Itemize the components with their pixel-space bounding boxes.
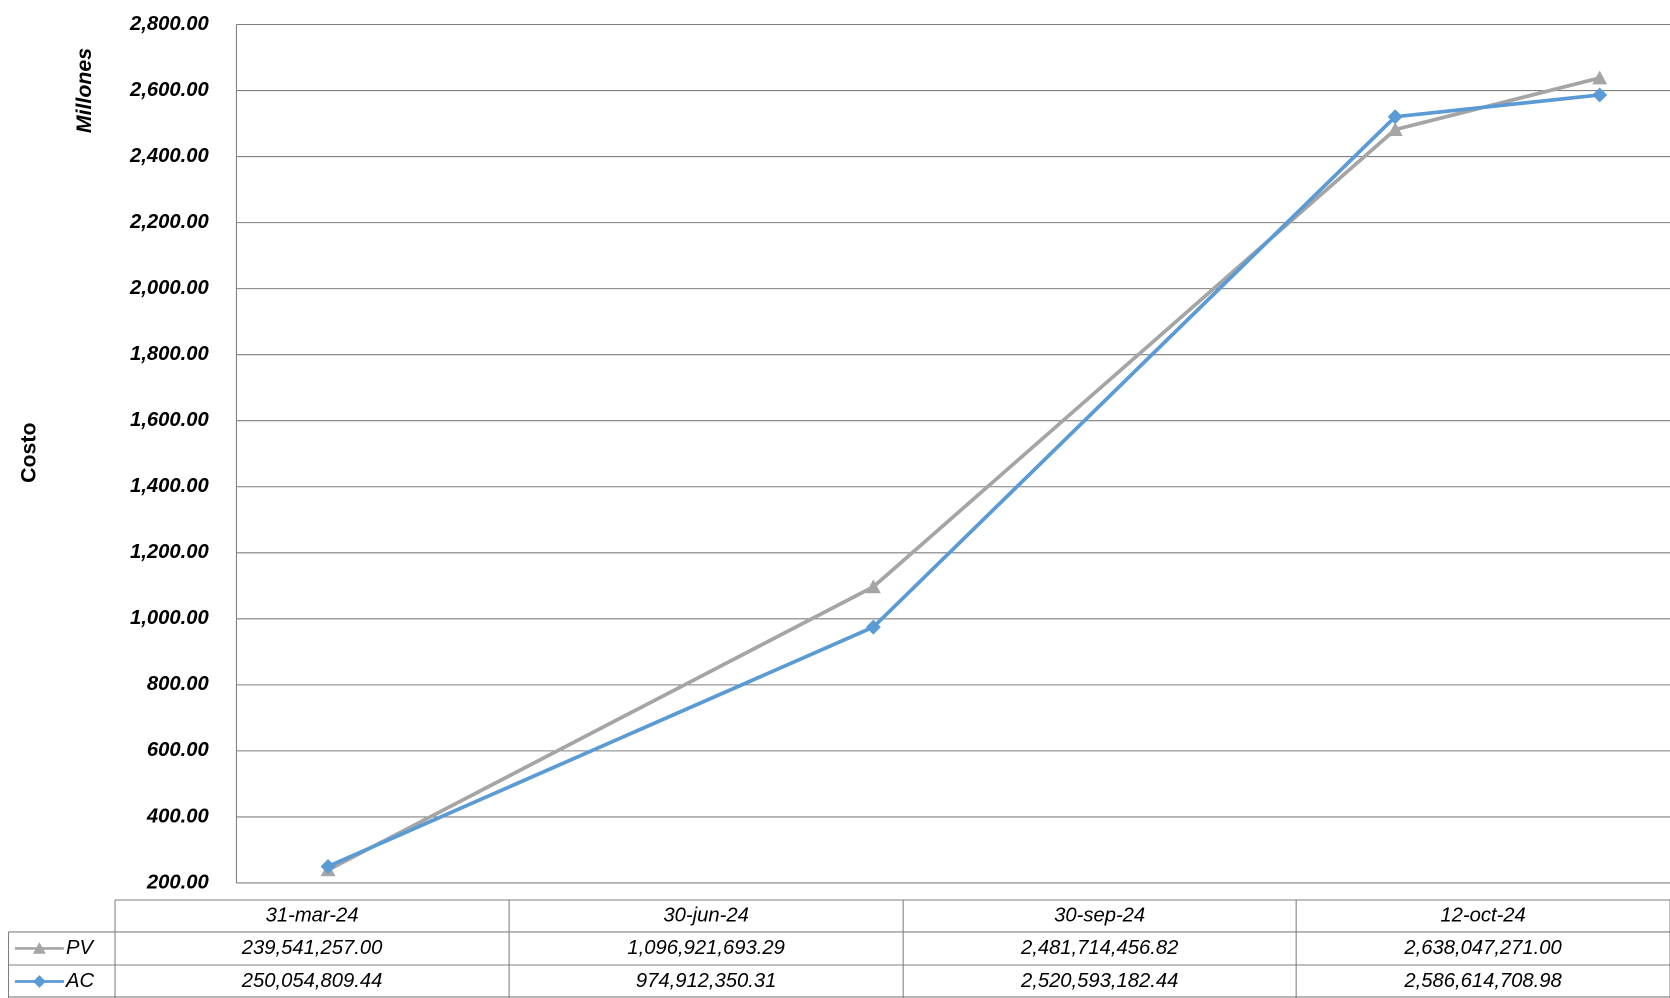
y-axis-unit: Millones bbox=[72, 48, 96, 133]
table-value: 250,054,809.44 bbox=[241, 970, 383, 992]
y-axis-title: Costo bbox=[16, 422, 40, 482]
y-tick-label: 200.00 bbox=[146, 871, 210, 893]
point-marker bbox=[320, 858, 336, 874]
x-tick-label: 12-oct-24 bbox=[1440, 904, 1525, 926]
table-value: 2,586,614,708.98 bbox=[1403, 970, 1562, 992]
table-value: 239,541,257.00 bbox=[241, 937, 383, 959]
y-tick-label: 600.00 bbox=[147, 739, 210, 761]
table-value: 2,481,714,456.82 bbox=[1020, 937, 1178, 959]
series-line bbox=[327, 93, 1600, 869]
legend-key bbox=[33, 975, 46, 988]
y-tick-label: 2,000.00 bbox=[129, 277, 209, 299]
x-tick-label: 30-sep-24 bbox=[1054, 904, 1145, 926]
y-tick-label: 2,800.00 bbox=[129, 13, 209, 35]
point-marker bbox=[1592, 70, 1608, 85]
point-marker bbox=[865, 579, 881, 594]
y-tick-label: 2,600.00 bbox=[129, 79, 209, 101]
y-tick-label: 1,000.00 bbox=[130, 607, 209, 629]
x-tick-label: 30-jun-24 bbox=[663, 904, 748, 926]
point-marker bbox=[1592, 87, 1608, 103]
legend-label: AC bbox=[65, 970, 94, 992]
series-line bbox=[327, 76, 1601, 872]
y-tick-label: 1,800.00 bbox=[130, 343, 209, 365]
legend-label: PV bbox=[66, 937, 95, 959]
y-tick-label: 400.00 bbox=[146, 805, 210, 827]
table-value: 2,520,593,182.44 bbox=[1020, 970, 1178, 992]
point-marker bbox=[1387, 122, 1403, 136]
y-tick-label: 1,600.00 bbox=[130, 409, 209, 431]
table-value: 1,096,921,693.29 bbox=[627, 937, 784, 959]
table-value: 974,912,350.31 bbox=[636, 970, 777, 992]
y-tick-label: 2,400.00 bbox=[129, 145, 209, 167]
y-tick-label: 2,200.00 bbox=[129, 211, 209, 233]
y-tick-label: 1,400.00 bbox=[130, 475, 209, 497]
y-tick-label: 1,200.00 bbox=[130, 541, 209, 563]
table-value: 2,638,047,271.00 bbox=[1403, 937, 1562, 959]
legend-key bbox=[33, 942, 46, 954]
x-tick-label: 31-mar-24 bbox=[266, 904, 359, 926]
y-tick-label: 800.00 bbox=[147, 673, 210, 695]
